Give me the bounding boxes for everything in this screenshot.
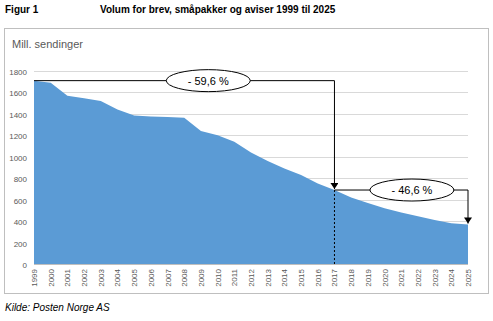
- x-tick-label: 2007: [164, 268, 173, 286]
- y-tick-label: 400: [14, 218, 28, 227]
- y-tick-label: 1000: [9, 154, 27, 163]
- figure-label: Figur 1: [5, 4, 39, 15]
- x-tick-label: 2016: [314, 268, 323, 286]
- annotation-arrow: [334, 81, 335, 189]
- chart-frame: [5, 29, 489, 294]
- grid-line: [34, 92, 468, 93]
- x-tick-label: 2001: [63, 268, 72, 286]
- x-tick-label: 2009: [197, 268, 206, 286]
- annotation-text: - 59,6 %: [188, 75, 229, 87]
- annotation-ellipse: [370, 179, 454, 201]
- x-tick-label: 2023: [431, 268, 440, 286]
- x-tick-label: 1999: [30, 268, 39, 286]
- y-axis-label: Mill. sendinger: [12, 38, 83, 50]
- source: Kilde: Posten Norge AS: [5, 302, 110, 313]
- x-tick-label: 2017: [330, 268, 339, 286]
- x-tick-label: 2024: [447, 268, 456, 286]
- x-tick-label: 2012: [247, 268, 256, 286]
- x-tick-label: 2014: [280, 268, 289, 286]
- x-tick-label: 2004: [113, 268, 122, 286]
- x-tick-label: 2005: [130, 268, 139, 286]
- x-axis-line: [34, 264, 468, 265]
- y-tick-label: 600: [14, 197, 28, 206]
- y-tick-label: 200: [14, 240, 28, 249]
- x-tick-label: 2018: [347, 268, 356, 286]
- y-tick-label: 1600: [9, 89, 27, 98]
- x-tick-label: 2025: [464, 268, 473, 286]
- y-tick-label: 1200: [9, 132, 27, 141]
- annotation-text: - 46,6 %: [391, 184, 432, 196]
- x-tick-label: 2013: [264, 268, 273, 286]
- data-group: [34, 81, 468, 264]
- annotations: - 59,6 % - 46,6 %: [34, 70, 468, 264]
- x-tick-label: 2003: [97, 268, 106, 286]
- grid-line: [34, 264, 468, 265]
- grid: [34, 72, 468, 265]
- x-tick-label: 2010: [214, 268, 223, 286]
- x-tick-label: 2002: [80, 268, 89, 286]
- x-tick-label: 2015: [297, 268, 306, 286]
- annotation-arrow: [468, 190, 469, 224]
- y-tick-label: 0: [23, 261, 28, 270]
- x-tick-label: 2022: [414, 268, 423, 286]
- x-tick-label: 2006: [147, 268, 156, 286]
- y-tick-label: 1400: [9, 111, 27, 120]
- x-tick-label: 2008: [180, 268, 189, 286]
- area: [34, 81, 468, 264]
- x-tick-label: 2000: [47, 268, 56, 286]
- x-tick-label: 2011: [230, 268, 239, 286]
- annotation-ellipse: [166, 70, 250, 92]
- x-tick-label: 2020: [381, 268, 390, 286]
- x-tick-label: 2019: [364, 268, 373, 286]
- annotation-dotted: [334, 190, 335, 264]
- title: Volum for brev, småpakker og aviser 1999…: [100, 4, 336, 15]
- grid-line: [34, 71, 468, 72]
- x-tick-label: 2021: [397, 268, 406, 286]
- chart: Figur 1 Volum for brev, småpakker og avis…: [0, 0, 493, 321]
- y-tick-label: 800: [14, 175, 28, 184]
- y-tick-label: 1800: [9, 68, 27, 77]
